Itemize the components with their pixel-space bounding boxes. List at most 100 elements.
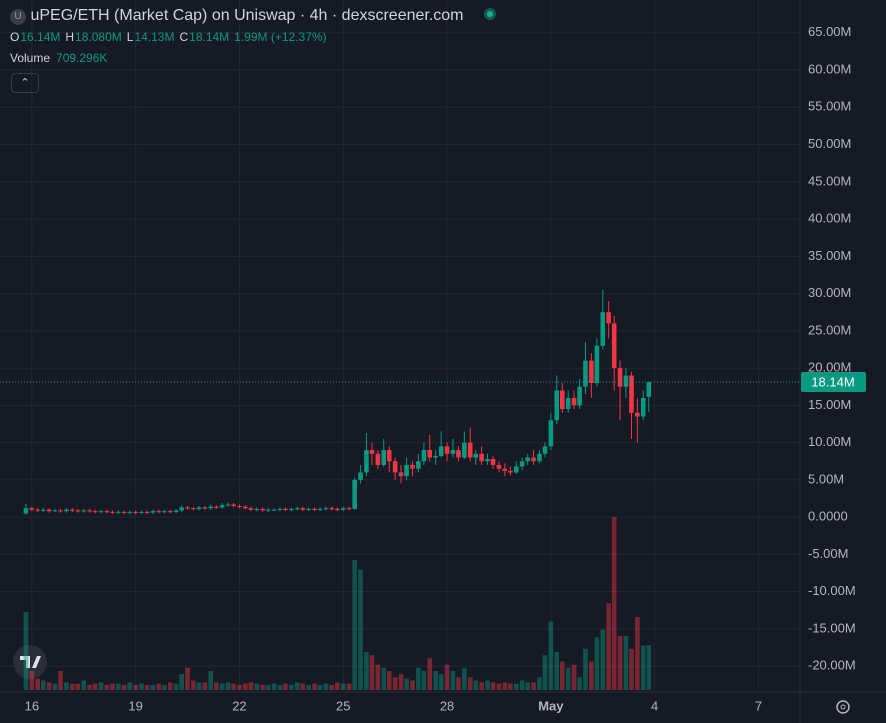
volume-bar	[352, 560, 357, 690]
volume-bar	[98, 682, 104, 690]
volume-bar	[485, 680, 490, 690]
candle-body	[410, 464, 415, 469]
candle-body	[46, 509, 52, 512]
ohlc-row: O16.14M H18.080M L14.13M C18.14M 1.99M (+12.…	[10, 30, 332, 44]
candle-body	[531, 457, 536, 462]
volume-bar	[398, 674, 404, 690]
change-value: 1.99M (+12.37%)	[234, 30, 327, 44]
y-tick-label: 50.00M	[808, 136, 851, 151]
volume-bar	[623, 636, 629, 690]
candle-body	[265, 509, 271, 511]
volume-bar	[289, 684, 294, 690]
collapse-button[interactable]: ⌃	[11, 73, 39, 93]
candle-body	[623, 375, 629, 387]
candle-body	[243, 506, 248, 509]
candle-body	[237, 505, 242, 507]
candle-body	[525, 457, 530, 462]
candle-body	[116, 511, 121, 513]
volume-bar	[640, 645, 646, 690]
volume-bar	[548, 621, 554, 690]
candle-body	[444, 446, 450, 454]
volume-bar	[133, 684, 138, 690]
candle-body	[364, 450, 369, 473]
candle-body	[133, 511, 138, 513]
volume-bar	[381, 667, 387, 690]
volume-bar	[35, 678, 41, 690]
volume-bar	[202, 682, 208, 690]
candle-body	[121, 511, 127, 513]
candle-body	[600, 312, 606, 346]
volume-bar	[335, 682, 340, 690]
settings-icon[interactable]	[836, 700, 850, 714]
volume-bar	[542, 655, 548, 690]
y-tick-label: 25.00M	[808, 322, 851, 337]
y-tick-label: 40.00M	[808, 211, 851, 226]
volume-bar	[635, 617, 640, 690]
candle-body	[594, 345, 600, 384]
volume-bar	[583, 648, 588, 690]
volume-bar	[277, 684, 283, 690]
volume-bar	[537, 677, 542, 690]
candle-body	[306, 508, 311, 510]
y-tick-label: 5.00M	[808, 471, 844, 486]
candle-body	[202, 507, 208, 509]
y-tick-label: -5.00M	[808, 546, 848, 561]
volume-bar	[248, 682, 254, 690]
x-tick-label: 4	[651, 698, 658, 713]
volume-row: Volume 709.296K	[10, 51, 107, 65]
ohlc-key: C	[179, 30, 189, 44]
token-icon: U	[10, 9, 26, 25]
y-tick-label: 10.00M	[808, 434, 851, 449]
candle-body	[519, 461, 525, 467]
volume-bar	[70, 683, 75, 690]
marks	[23, 289, 652, 690]
volume-bar	[231, 683, 236, 690]
volume-bar	[617, 636, 623, 690]
volume-bar	[144, 684, 150, 690]
candle-body	[542, 446, 548, 454]
candle-body	[640, 397, 646, 417]
candle-body	[156, 511, 162, 513]
y-tick-label: 45.00M	[808, 173, 851, 188]
volume-bar	[456, 677, 461, 690]
volume-bar	[87, 684, 92, 690]
volume-label: Volume	[10, 51, 51, 65]
candle-body	[329, 508, 335, 510]
y-tick-label: 15.00M	[808, 397, 851, 412]
volume-bar	[92, 683, 98, 690]
candle-body	[35, 509, 41, 511]
volume-bar	[438, 674, 444, 690]
candle-body	[513, 466, 519, 473]
volume-bar	[300, 683, 306, 690]
volume-bar	[364, 651, 369, 690]
volume-bar	[531, 682, 536, 690]
volume-bar	[629, 648, 634, 690]
candle-body	[173, 510, 179, 512]
candle-body	[277, 508, 283, 510]
volume-bar	[104, 684, 110, 690]
candle-body	[64, 509, 69, 512]
volume-bar	[191, 680, 196, 690]
candle-body	[629, 375, 634, 413]
candle-body	[421, 450, 427, 462]
candle-body	[433, 456, 438, 458]
volume-bar	[421, 670, 427, 690]
x-tick-label: 19	[128, 698, 142, 713]
candle-body	[196, 507, 202, 509]
volume-bar	[519, 680, 525, 690]
candle-body	[185, 507, 190, 509]
title-row: U uPEG/ETH (Market Cap) on Uniswap · 4h …	[10, 7, 496, 25]
x-tick-label: 22	[232, 698, 246, 713]
volume-bar	[283, 683, 288, 690]
volume-bar	[508, 683, 513, 690]
y-tick-label: 20.00M	[808, 360, 851, 375]
volume-bar	[156, 683, 162, 690]
candle-body	[386, 450, 392, 462]
volume-bar	[525, 682, 530, 690]
candle-body	[300, 508, 306, 510]
candle-body	[139, 511, 144, 513]
volume-bar	[427, 658, 433, 690]
candle-body	[283, 508, 288, 510]
candle-body	[381, 450, 387, 465]
